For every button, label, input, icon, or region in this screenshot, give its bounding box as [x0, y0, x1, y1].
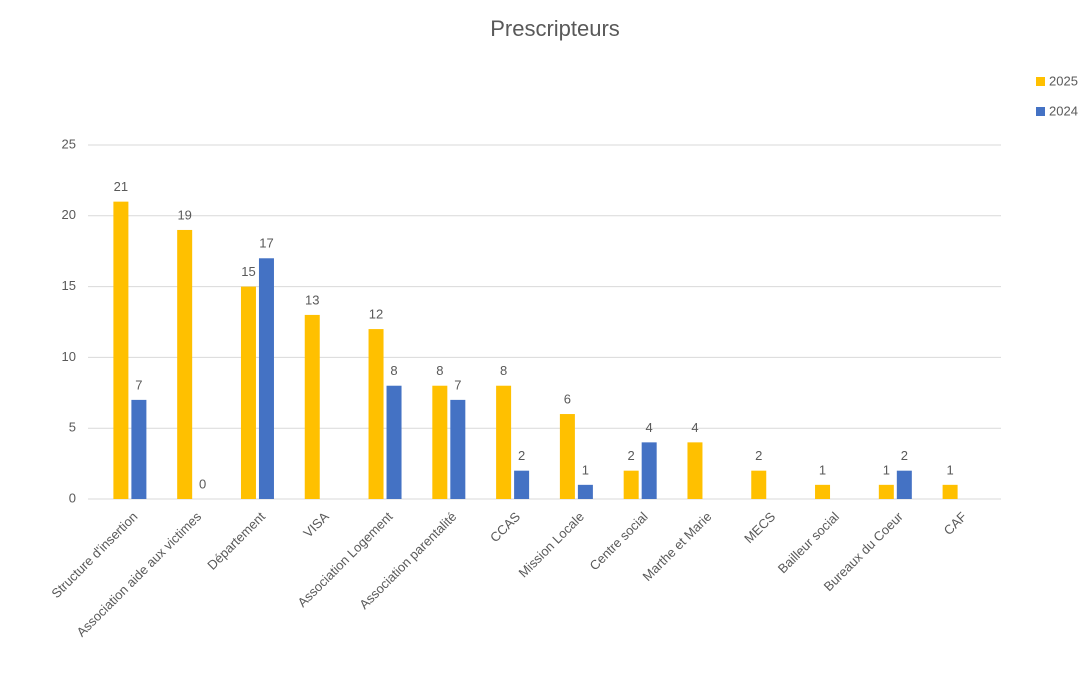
y-tick-label: 5 [69, 420, 76, 435]
y-tick-label: 15 [62, 278, 76, 293]
value-label: 1 [946, 462, 953, 477]
value-label: 12 [369, 307, 383, 322]
bar [687, 442, 703, 499]
value-label: 1 [582, 462, 589, 477]
x-tick-label: Centre social [586, 509, 650, 573]
bar [496, 385, 512, 499]
x-tick-label: Association aide aux victimes [74, 509, 205, 640]
value-label: 4 [691, 420, 698, 435]
value-label: 2 [901, 448, 908, 463]
value-label: 19 [177, 207, 191, 222]
value-label: 1 [819, 462, 826, 477]
value-label: 2 [518, 448, 525, 463]
bar [304, 314, 320, 499]
bar [896, 470, 912, 499]
legend-label: 2024 [1049, 103, 1078, 118]
value-label: 6 [564, 391, 571, 406]
value-label: 13 [305, 292, 319, 307]
y-tick-label: 0 [69, 490, 76, 505]
bar [386, 385, 402, 499]
value-label: 1 [883, 462, 890, 477]
bar [368, 329, 384, 499]
legend-label: 2025 [1049, 73, 1078, 88]
value-label: 0 [199, 476, 206, 491]
legend-swatch [1036, 77, 1045, 86]
bar [623, 470, 639, 499]
bar [559, 414, 575, 499]
bar [432, 385, 448, 499]
x-tick-label: Marthe et Marie [640, 509, 715, 584]
chart-title: Prescripteurs [490, 16, 620, 41]
bar [131, 399, 147, 499]
x-tick-label: CAF [941, 509, 970, 538]
bar [751, 470, 767, 499]
bar [177, 229, 193, 499]
value-label: 2 [628, 448, 635, 463]
value-label: 8 [436, 363, 443, 378]
value-label: 17 [259, 236, 273, 251]
bar [878, 484, 894, 499]
bar [815, 484, 831, 499]
bar [240, 286, 256, 499]
value-label: 7 [135, 377, 142, 392]
bar [113, 201, 129, 499]
value-label: 7 [454, 377, 461, 392]
bar [641, 442, 657, 499]
bar [258, 258, 274, 499]
value-label: 4 [646, 420, 653, 435]
x-tick-label: Bailleur social [775, 509, 842, 576]
bar [514, 470, 530, 499]
bar [942, 484, 958, 499]
y-tick-label: 20 [62, 207, 76, 222]
x-tick-label: CCAS [487, 509, 523, 545]
legend-swatch [1036, 107, 1045, 116]
y-tick-label: 25 [62, 136, 76, 151]
value-label: 8 [500, 363, 507, 378]
value-label: 8 [390, 363, 397, 378]
y-tick-label: 10 [62, 349, 76, 364]
x-tick-label: VISA [300, 509, 332, 541]
value-label: 15 [241, 264, 255, 279]
x-tick-label: MECS [741, 509, 778, 546]
bar [450, 399, 466, 499]
value-label: 21 [114, 179, 128, 194]
value-label: 2 [755, 448, 762, 463]
x-tick-label: Département [204, 509, 268, 573]
bar [577, 484, 593, 499]
x-tick-label: Mission Locale [516, 509, 587, 580]
